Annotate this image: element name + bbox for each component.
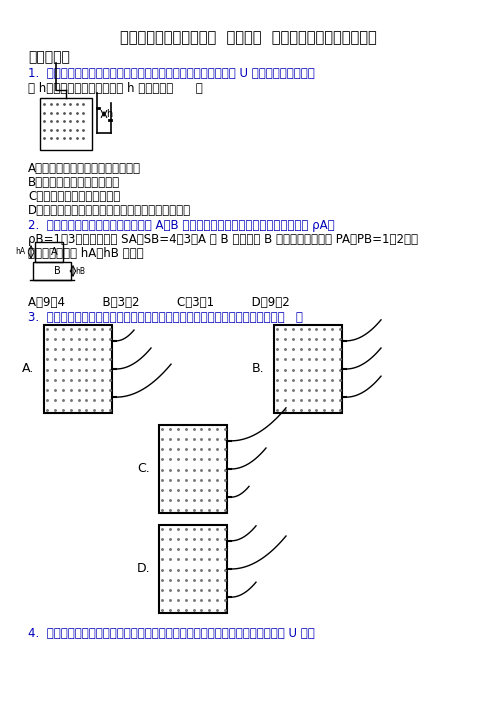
Text: 2.  如图所示，质地均匀的实心圆柱体 A、B 叠放在水平地面上，已知他们的密度之比 ρA：: 2. 如图所示，质地均匀的实心圆柱体 A、B 叠放在水平地面上，已知他们的密度之…: [28, 219, 335, 232]
Text: 他们的高度之比 hA：hB 为（）: 他们的高度之比 hA：hB 为（）: [28, 247, 144, 260]
Text: 1.  如图所示，小明将压强计的探头放入水中的某一深度处，记下 U 形管中两液面的高度: 1. 如图所示，小明将压强计的探头放入水中的某一深度处，记下 U 形管中两液面的…: [28, 67, 315, 80]
Text: 差 h，下列操作中能使高度差 h 不变的是（      ）: 差 h，下列操作中能使高度差 h 不变的是（ ）: [28, 82, 203, 95]
Text: B．将探头向下移动一段距离: B．将探头向下移动一段距离: [28, 176, 120, 189]
Bar: [274, 325, 342, 413]
Text: A.: A.: [22, 362, 34, 376]
Bar: [33, 262, 71, 280]
Text: C.: C.: [137, 463, 150, 475]
Text: h: h: [106, 109, 112, 119]
Bar: [159, 525, 227, 613]
Text: hB: hB: [75, 267, 85, 275]
Text: 3.  装满水的容器的侧壁上开有三个小孔，水从小孔中喷出，下列图中正确的是（   ）: 3. 装满水的容器的侧壁上开有三个小孔，水从小孔中喷出，下列图中正确的是（ ）: [28, 311, 303, 324]
Text: ρB=1：3，底面积之比 SA：SB=4：3，A 对 B 的压强和 B 对地面的压强之比 PA：PB=1：2，则: ρB=1：3，底面积之比 SA：SB=4：3，A 对 B 的压强和 B 对地面的…: [28, 233, 418, 246]
Bar: [44, 325, 112, 413]
Text: A: A: [51, 247, 58, 257]
Bar: [159, 425, 227, 513]
Text: A．将探头放在酒精中的同样深度处: A．将探头放在酒精中的同样深度处: [28, 162, 141, 175]
Text: 初二物理第二学期第九章  压强单元  易错题难题自检题学能测试: 初二物理第二学期第九章 压强单元 易错题难题自检题学能测试: [120, 30, 376, 45]
Bar: [40, 98, 92, 150]
Text: C．将探头向上移动一段距离: C．将探头向上移动一段距离: [28, 190, 120, 203]
Text: A．9：4          B．3：2          C．3：1          D．9：2: A．9：4 B．3：2 C．3：1 D．9：2: [28, 296, 290, 309]
Text: D．将探头在原深度处向其他方向任意转动一个角度: D．将探头在原深度处向其他方向任意转动一个角度: [28, 204, 191, 217]
Text: 4.  某实验小组用如图所示的实验装置来测量液体的密度，将一个带有阀门的三通 U 形管: 4. 某实验小组用如图所示的实验装置来测量液体的密度，将一个带有阀门的三通 U …: [28, 627, 315, 640]
Text: B.: B.: [252, 362, 265, 376]
Text: 一、选择题: 一、选择题: [28, 50, 70, 64]
Bar: [35, 242, 63, 262]
Text: B: B: [54, 266, 61, 276]
Text: hA: hA: [15, 248, 25, 256]
Text: D.: D.: [137, 562, 151, 576]
